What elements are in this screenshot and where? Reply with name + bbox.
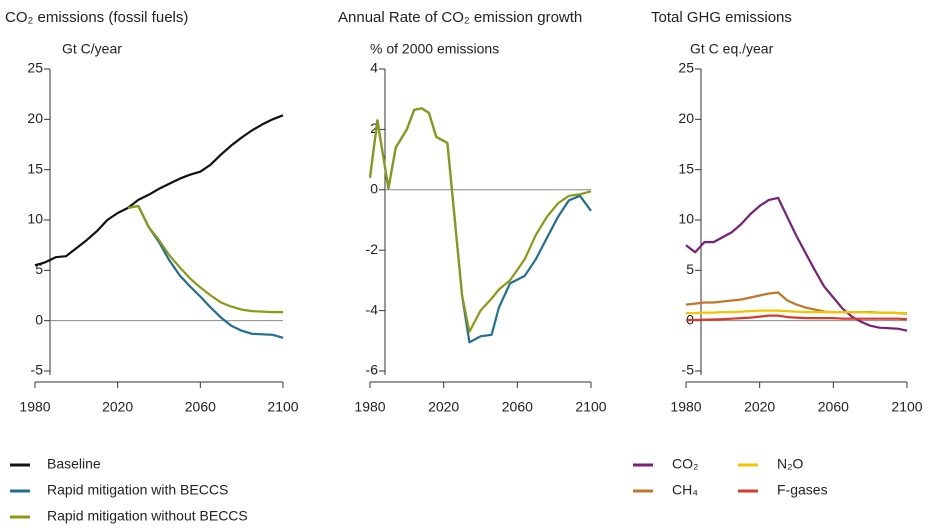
- y-tick-label: 25: [678, 60, 694, 76]
- y-tick-label: 0: [35, 311, 43, 327]
- x-tick-label: 1980: [19, 399, 50, 415]
- y-tick-label: 15: [678, 160, 694, 176]
- y-tick-label: -5: [31, 362, 44, 378]
- y-tick-label: 10: [678, 211, 694, 227]
- chart-title: Annual Rate of CO₂ emission growth: [338, 9, 582, 26]
- chart-title: Total GHG emissions: [651, 9, 792, 26]
- series-line: [127, 204, 283, 314]
- x-tick-label: 2100: [267, 399, 298, 415]
- y-tick-label: 20: [678, 110, 694, 126]
- legend-label: F-gases: [777, 482, 828, 498]
- legend-label: CH₄: [672, 482, 698, 498]
- y-tick-label: 20: [27, 110, 43, 126]
- y-tick-label: 25: [27, 60, 43, 76]
- legend-label: N₂O: [777, 456, 804, 472]
- series-line: [368, 107, 592, 344]
- y-tick-label: -4: [366, 301, 379, 317]
- y-axis-label: % of 2000 emissions: [370, 41, 499, 57]
- series-line: [127, 204, 284, 339]
- y-tick-label: 15: [27, 160, 43, 176]
- legend-label: CO₂: [672, 456, 698, 472]
- y-tick-label: -5: [682, 362, 695, 378]
- x-tick-label: 2100: [575, 399, 606, 415]
- series-line: [34, 114, 284, 267]
- x-tick-label: 2020: [744, 399, 775, 415]
- series-line: [368, 107, 592, 333]
- series-line: [685, 196, 908, 332]
- x-tick-label: 1980: [354, 399, 385, 415]
- x-tick-label: 2060: [185, 399, 216, 415]
- y-tick-label: 4: [370, 60, 378, 76]
- y-axis-label: Gt C/year: [62, 41, 122, 57]
- x-tick-label: 2100: [891, 399, 922, 415]
- x-tick-label: 2020: [428, 399, 459, 415]
- series-line: [685, 291, 908, 315]
- y-tick-label: 5: [686, 261, 694, 277]
- y-tick-label: 2: [370, 120, 378, 136]
- series-line: [686, 309, 907, 315]
- legend-label: Rapid mitigation without BECCS: [47, 508, 248, 524]
- y-tick-label: 0: [370, 181, 378, 197]
- legend-label: Rapid mitigation with BECCS: [47, 482, 228, 498]
- y-tick-label: -2: [366, 241, 379, 257]
- chart-title: CO₂ emissions (fossil fuels): [5, 9, 188, 26]
- y-tick-label: 5: [35, 261, 43, 277]
- y-tick-label: 10: [27, 211, 43, 227]
- y-tick-label: -6: [366, 362, 379, 378]
- x-tick-label: 1980: [670, 399, 701, 415]
- x-tick-label: 2060: [502, 399, 533, 415]
- x-tick-label: 2020: [102, 399, 133, 415]
- series-line: [685, 314, 908, 322]
- legend-label: Baseline: [47, 456, 101, 472]
- x-tick-label: 2060: [818, 399, 849, 415]
- y-axis-label: Gt C eq./year: [690, 41, 774, 57]
